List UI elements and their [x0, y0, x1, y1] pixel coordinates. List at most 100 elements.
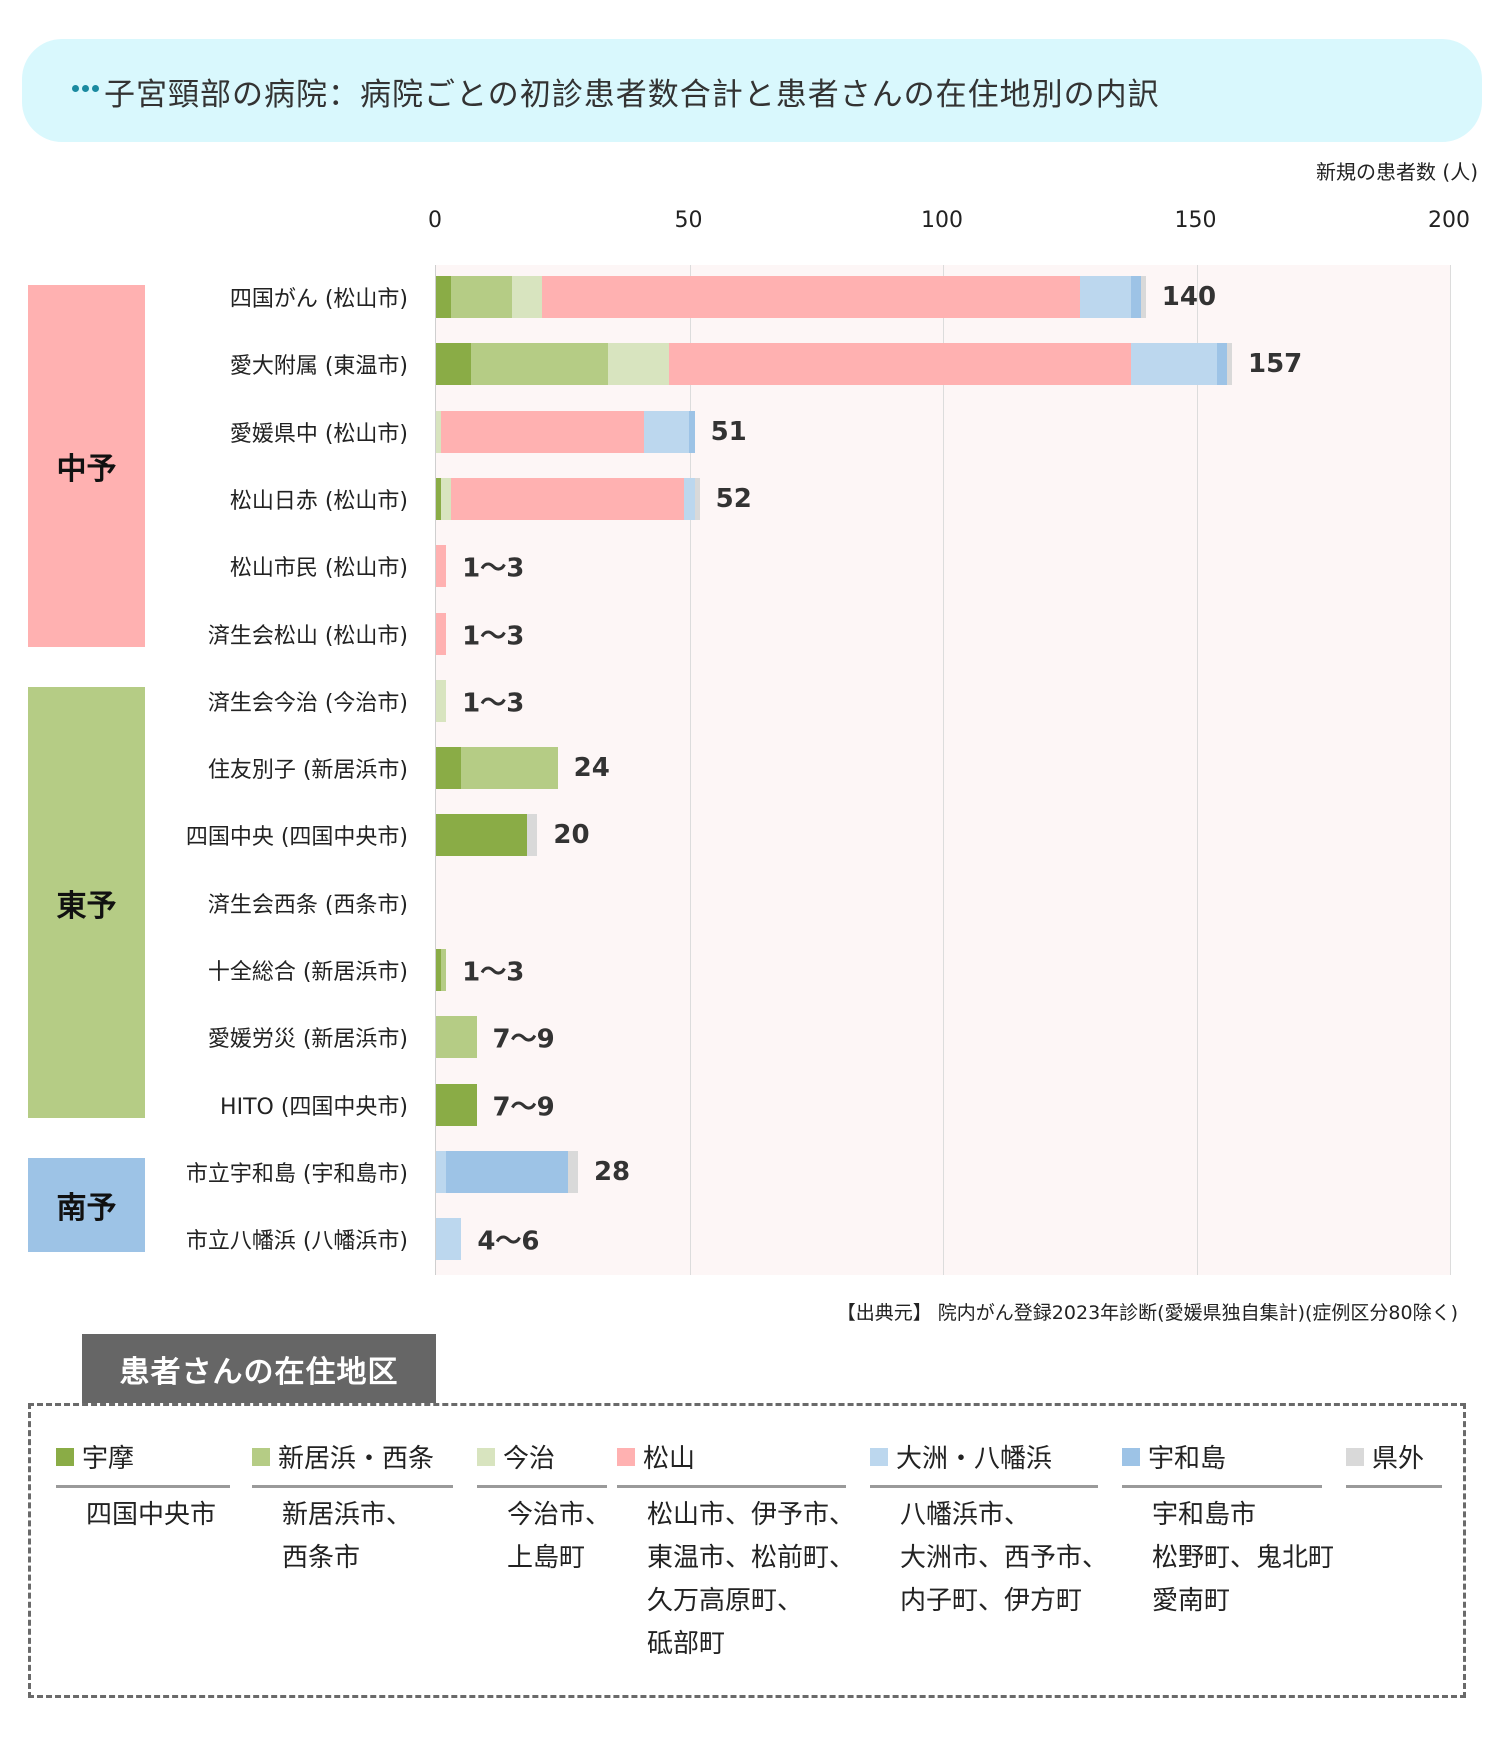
legend-area-line: 内子町、伊方町: [900, 1586, 1083, 1616]
legend-item-header: 大洲・八幡浜: [870, 1438, 1098, 1488]
legend-item: 県外: [1346, 1438, 1442, 1494]
bar-segment: [436, 1083, 477, 1126]
bar-segment: [1079, 276, 1131, 318]
bar-segment: [527, 814, 538, 857]
bar-segment: [451, 276, 513, 318]
legend-area-line: 大洲市、西予市、: [900, 1543, 1109, 1573]
gridline: [689, 265, 691, 1275]
bar-total-label: 140: [1161, 282, 1217, 312]
region-box: 東予: [28, 687, 145, 1118]
bar-total-label: 4～6: [477, 1226, 540, 1257]
hospital-label: 済生会西条 (西条市): [207, 892, 408, 918]
bar-segment: [684, 477, 695, 520]
legend-area-line: 新居浜市、: [282, 1500, 413, 1530]
more-dots-icon: [72, 85, 99, 92]
hospital-label: 愛媛労災 (新居浜市): [207, 1027, 408, 1053]
bar-segment: [1130, 276, 1141, 318]
legend-item: 今治 今治市、 上島町: [477, 1438, 611, 1580]
legend-swatch-icon: [252, 1447, 270, 1466]
legend-area-line: 愛南町: [1152, 1586, 1231, 1616]
title-banner: 子宮頸部の病院：病院ごとの初診患者数合計と患者さんの在住地別の内訳: [22, 39, 1482, 142]
stacked-bar: [436, 747, 558, 790]
stacked-bar: [436, 410, 695, 453]
x-tick-label: 150: [1174, 208, 1217, 233]
bar-segment: [436, 1218, 462, 1261]
hospital-label: 愛媛県中 (松山市): [229, 421, 408, 447]
bar-segment: [461, 747, 558, 790]
gridline: [943, 265, 944, 1275]
bar-segment: [441, 410, 644, 453]
legend-item-header: 松山: [617, 1438, 846, 1488]
legend-item-name: 松山: [643, 1444, 696, 1474]
legend-item-areas: 宇和島市 松野町、鬼北町 愛南町: [1122, 1494, 1334, 1623]
bar-total-label: 52: [715, 483, 752, 514]
region-label: 南予: [56, 1191, 117, 1226]
legend-item-header: 県外: [1346, 1438, 1442, 1488]
stacked-bar: [436, 949, 447, 991]
bar-total-label: 1～3: [462, 688, 525, 719]
bar-segment: [1216, 343, 1227, 386]
legend-swatch-icon: [1122, 1447, 1140, 1466]
legend-swatch-icon: [1346, 1447, 1364, 1466]
legend-item-header: 宇和島: [1122, 1438, 1322, 1488]
bar-segment: [436, 477, 442, 520]
stacked-bar: [436, 477, 700, 520]
legend-item-areas: 四国中央市: [56, 1494, 230, 1537]
bar-segment: [436, 1016, 477, 1059]
legend-area-line: 東温市、松前町、: [647, 1543, 856, 1573]
bar-segment: [436, 1150, 447, 1193]
bar-segment: [436, 679, 447, 722]
legend-swatch-icon: [56, 1447, 74, 1466]
hospital-label: 四国中央 (四国中央市): [185, 825, 408, 851]
legend-item-header: 今治: [477, 1438, 607, 1488]
region-box: 南予: [28, 1158, 145, 1252]
legend-area-line: 宇和島市: [1152, 1500, 1257, 1530]
bar-segment: [436, 276, 452, 318]
stacked-bar: [436, 343, 1232, 386]
hospital-label: 市立宇和島 (宇和島市): [185, 1161, 408, 1187]
stacked-bar: [436, 276, 1146, 318]
bar-segment: [436, 612, 447, 655]
bar-segment: [441, 477, 452, 520]
stacked-bar: [436, 612, 447, 655]
hospital-label: 愛大附属 (東温市): [229, 354, 408, 380]
bar-segment: [567, 1150, 578, 1193]
bar-segment: [643, 410, 690, 453]
legend-swatch-icon: [477, 1447, 495, 1466]
legend-item-name: 県外: [1372, 1444, 1425, 1474]
x-tick-label: 100: [921, 208, 963, 233]
bar-total-label: 24: [573, 753, 610, 784]
x-tick-label: 0: [428, 208, 442, 233]
legend-swatch-icon: [617, 1447, 635, 1466]
legend-item-header: 宇摩: [56, 1438, 230, 1488]
bar-segment: [689, 410, 695, 453]
legend-item-name: 大洲・八幡浜: [896, 1444, 1053, 1474]
bar-segment: [446, 1150, 568, 1193]
region-box: 中予: [28, 285, 145, 647]
hospital-label: 松山日赤 (松山市): [229, 488, 408, 514]
legend-title: 患者さんの在住地区: [82, 1334, 436, 1403]
legend-item: 松山 松山市、伊予市、 東温市、松前町、 久万高原町、 砥部町: [617, 1438, 856, 1666]
legend-item: 新居浜・西条新居浜市、 西条市: [252, 1438, 453, 1580]
legend-area-line: 松山市、伊予市、: [647, 1500, 856, 1530]
legend-area-line: 四国中央市: [86, 1500, 217, 1530]
hospital-label: 四国がん (松山市): [229, 287, 408, 312]
bar-segment: [669, 343, 1131, 386]
region-label: 中予: [56, 452, 117, 487]
stacked-bar: [436, 545, 447, 588]
legend-item-name: 宇和島: [1148, 1444, 1227, 1474]
bar-total-label: 1～3: [462, 621, 525, 651]
legend-item-areas: 新居浜市、 西条市: [252, 1494, 453, 1580]
legend-item: 宇和島宇和島市 松野町、鬼北町 愛南町: [1122, 1438, 1334, 1623]
legend-item-name: 新居浜・西条: [278, 1444, 435, 1474]
gridline: [1450, 265, 1451, 1275]
x-tick-label: 50: [674, 208, 703, 233]
bar-total-label: 1～3: [462, 553, 525, 584]
bar-segment: [436, 747, 462, 790]
legend-item-areas: 八幡浜市、 大洲市、西予市、 内子町、伊方町: [870, 1494, 1109, 1623]
bar-total-label: 7～9: [492, 1092, 555, 1123]
bar-total-label: 157: [1247, 349, 1303, 380]
hospital-label: 十全総合 (新居浜市): [207, 960, 408, 985]
hospital-label: 住友別子 (新居浜市): [207, 758, 408, 784]
gridline: [1196, 265, 1198, 1275]
